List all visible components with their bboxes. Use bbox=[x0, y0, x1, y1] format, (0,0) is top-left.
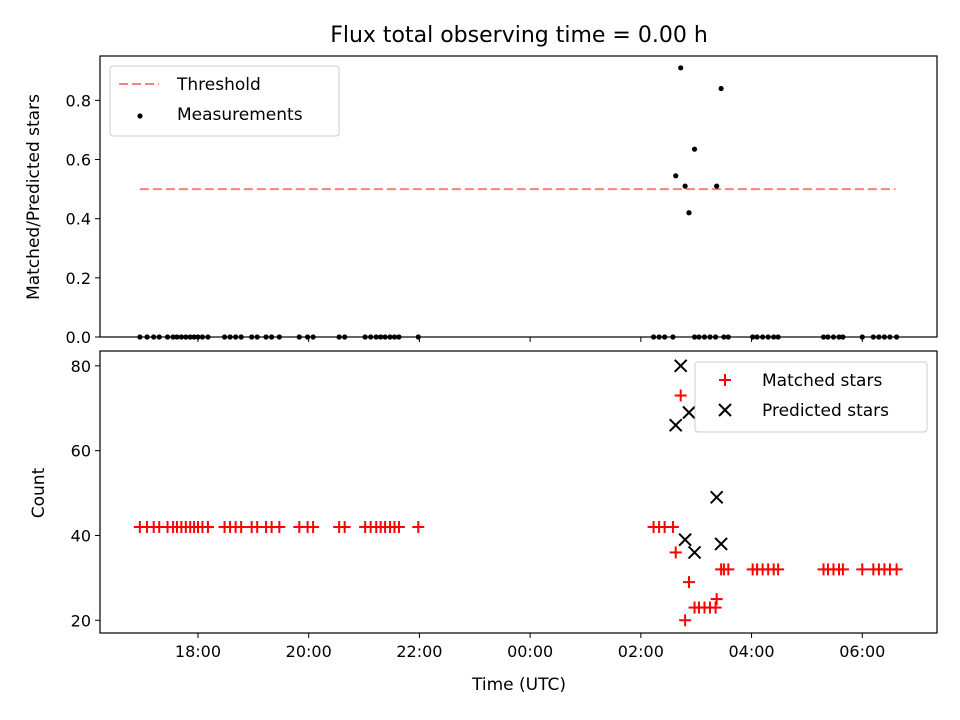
y-tick-label: 20 bbox=[71, 611, 91, 630]
x-tick-label: 20:00 bbox=[286, 642, 332, 661]
y-tick-label: 0.4 bbox=[66, 210, 91, 229]
x-tick-label: 00:00 bbox=[507, 642, 553, 661]
y-tick-label: 80 bbox=[71, 357, 91, 376]
y-tick-label: 0.6 bbox=[66, 151, 91, 170]
data-point-ratio bbox=[673, 173, 679, 179]
legend: Threshold Measurements bbox=[109, 65, 340, 137]
y-tick-label: 0.8 bbox=[66, 91, 91, 110]
legend-item: Predicted stars bbox=[718, 401, 889, 421]
data-point-matched bbox=[235, 520, 248, 533]
data-point-ratio bbox=[678, 65, 684, 71]
data-point-matched bbox=[307, 520, 320, 533]
legend-box bbox=[109, 65, 340, 137]
data-point-matched bbox=[412, 520, 425, 533]
data-point-ratio bbox=[682, 183, 688, 189]
x-tick-label: 18:00 bbox=[175, 642, 221, 661]
y-axis-label-count: Count bbox=[29, 467, 49, 518]
marker-cross-b bbox=[709, 490, 724, 505]
data-point-matched bbox=[392, 520, 405, 533]
axes-frame bbox=[99, 350, 938, 634]
data-point-matched bbox=[772, 563, 785, 576]
marker-cross-b bbox=[687, 545, 702, 560]
data-point-matched bbox=[722, 563, 735, 576]
x-axis-label: Time (UTC) bbox=[471, 675, 566, 695]
data-point-ratio bbox=[718, 85, 724, 92]
data-point-ratio bbox=[714, 183, 720, 189]
axes-frame bbox=[99, 55, 938, 338]
marker-cross-b bbox=[669, 418, 683, 432]
x-tick-label: 02:00 bbox=[618, 642, 664, 661]
y-tick-label: 40 bbox=[71, 526, 91, 545]
data-point-matched bbox=[710, 593, 723, 606]
data-point-matched bbox=[666, 520, 679, 533]
figure-title: Flux total observing time = 0.00 h bbox=[330, 23, 708, 48]
data-point-matched bbox=[890, 563, 903, 576]
data-point-matched bbox=[201, 520, 214, 533]
marker-cross-b bbox=[682, 405, 696, 420]
data-point-ratio bbox=[686, 210, 692, 216]
y-tick-label: 60 bbox=[71, 442, 91, 461]
legend-label: Predicted stars bbox=[762, 401, 889, 421]
data-point-matched bbox=[674, 389, 687, 402]
data-point-predicted bbox=[669, 418, 683, 432]
legend-item: Threshold bbox=[119, 75, 261, 95]
data-point-matched bbox=[273, 520, 286, 533]
legend-swatch-measurements bbox=[137, 113, 143, 119]
data-point-matched bbox=[683, 576, 695, 589]
legend: Matched stars Predicted stars bbox=[694, 361, 928, 433]
data-point-predicted bbox=[687, 545, 702, 560]
panel-counts: Count Time (UTC) 20 40 60 80 18:00 20:00 22:00… bbox=[29, 350, 938, 695]
legend-item: Measurements bbox=[137, 105, 303, 125]
data-point-ratio bbox=[691, 146, 698, 152]
legend-box bbox=[694, 361, 928, 433]
legend-item: Matched stars bbox=[719, 371, 882, 391]
y-axis-label-ratio: Matched/Predicted stars bbox=[24, 94, 44, 300]
data-point-predicted bbox=[682, 405, 696, 420]
data-point-matched bbox=[679, 614, 692, 627]
marker-cross-b bbox=[714, 537, 728, 551]
legend-label: Measurements bbox=[177, 105, 303, 125]
marker-cross-b bbox=[673, 359, 688, 373]
data-point-predicted bbox=[673, 359, 688, 373]
data-point-predicted bbox=[709, 490, 724, 505]
marker-cross-b bbox=[678, 532, 692, 547]
data-point-matched bbox=[338, 520, 351, 533]
x-tick-label: 06:00 bbox=[839, 642, 885, 661]
data-point-predicted bbox=[714, 537, 728, 551]
y-tick-label: 0.0 bbox=[66, 328, 91, 347]
data-point-matched bbox=[709, 601, 722, 614]
x-tick-label: 22:00 bbox=[396, 642, 442, 661]
legend-label: Threshold bbox=[176, 75, 261, 95]
data-point-matched bbox=[856, 563, 869, 576]
data-point-predicted bbox=[678, 532, 692, 547]
data-point-matched bbox=[836, 563, 849, 576]
x-tick-label: 04:00 bbox=[728, 642, 774, 661]
panel-ratio: Matched/Predicted stars 0.0 0.2 0.4 0.6 0.8 T… bbox=[24, 55, 938, 347]
legend-swatch-predicted-b bbox=[718, 403, 732, 417]
data-point-matched bbox=[669, 546, 682, 559]
legend-label: Matched stars bbox=[762, 371, 882, 391]
y-tick-label: 0.2 bbox=[66, 269, 91, 288]
